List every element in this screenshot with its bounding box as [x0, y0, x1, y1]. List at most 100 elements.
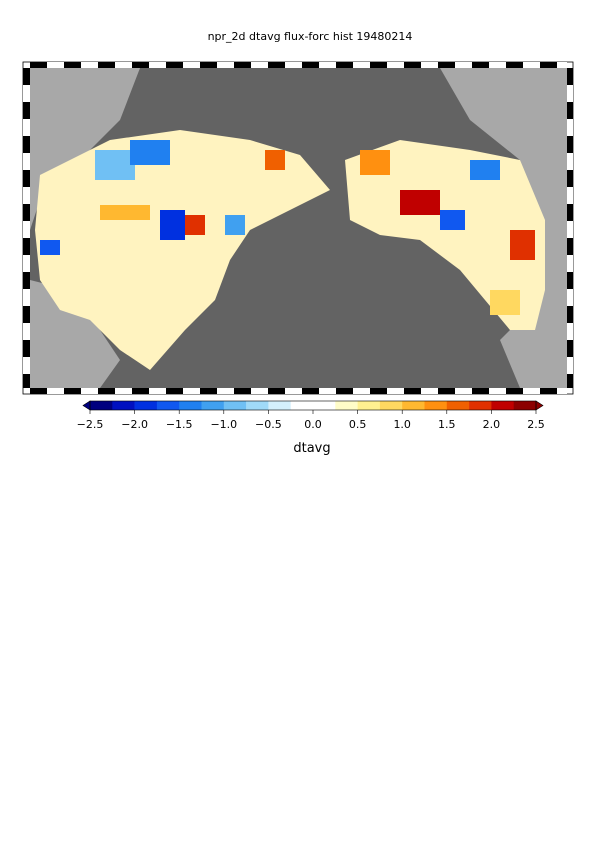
frame-tick — [370, 62, 387, 68]
frame-tick — [387, 62, 404, 68]
frame-tick — [567, 255, 573, 272]
colorbar-bin — [424, 401, 448, 410]
frame-tick — [421, 62, 438, 68]
frame-tick — [23, 187, 30, 204]
frame-tick — [23, 323, 30, 340]
colorbar-bin — [112, 401, 135, 410]
colorbar-tick-label: 1.0 — [393, 418, 411, 431]
map — [22, 61, 574, 395]
frame-tick — [489, 388, 506, 394]
frame-tick — [557, 388, 567, 394]
frame-tick — [23, 272, 30, 289]
frame-tick — [567, 136, 573, 153]
frame-ticks — [23, 62, 573, 394]
frame-tick — [23, 221, 30, 238]
frame-tick — [183, 62, 200, 68]
frame-tick — [23, 119, 30, 136]
frame-tick — [23, 255, 30, 272]
frame-tick — [166, 388, 183, 394]
frame-tick — [268, 62, 285, 68]
frame-tick — [200, 388, 217, 394]
frame-tick — [567, 340, 573, 357]
frame-tick — [567, 153, 573, 170]
frame-tick — [567, 374, 573, 388]
colorbar-label: dtavg — [293, 441, 330, 456]
frame-tick — [149, 388, 166, 394]
frame-tick — [567, 323, 573, 340]
frame-tick — [285, 62, 302, 68]
colorbar-bin — [335, 401, 358, 410]
frame-tick — [567, 119, 573, 136]
frame-tick — [285, 388, 302, 394]
frame-tick — [30, 388, 47, 394]
colorbar-bin — [201, 401, 225, 410]
frame-tick — [523, 388, 540, 394]
colorbar-bin — [90, 401, 113, 410]
frame-tick — [23, 85, 30, 102]
frame-tick — [353, 62, 370, 68]
colorbar-bin — [379, 401, 403, 410]
frame-tick — [251, 62, 268, 68]
colorbar-tick-label: 2.0 — [483, 418, 501, 431]
frame-tick — [47, 388, 64, 394]
frame-tick — [506, 388, 523, 394]
frame-tick — [251, 388, 268, 394]
frame-tick — [567, 272, 573, 289]
frame-tick — [23, 238, 30, 255]
frame-tick — [557, 62, 567, 68]
frame-tick — [23, 102, 30, 119]
colorbar-tick-label: −1.0 — [210, 418, 237, 431]
frame-tick — [81, 62, 98, 68]
frame-tick — [234, 388, 251, 394]
frame-tick — [438, 388, 455, 394]
colorbar-bin — [246, 401, 269, 410]
frame-tick — [567, 102, 573, 119]
frame-tick — [217, 388, 234, 394]
frame-tick — [115, 388, 132, 394]
frame-tick — [540, 62, 557, 68]
frame-tick — [302, 388, 319, 394]
frame-tick — [567, 306, 573, 323]
frame-tick — [132, 62, 149, 68]
frame-tick — [268, 388, 285, 394]
colorbar-tick-label: −0.5 — [255, 418, 282, 431]
colorbar-arrow — [535, 400, 544, 411]
frame-tick — [64, 388, 81, 394]
colorbar-bin — [491, 401, 514, 410]
frame-tick — [567, 289, 573, 306]
frame-tick — [540, 388, 557, 394]
frame-tick — [183, 388, 200, 394]
frame-tick — [23, 306, 30, 323]
colorbar-bin — [268, 401, 291, 410]
colorbar-tick-label: 0.0 — [304, 418, 322, 431]
colorbar-bin — [469, 401, 492, 410]
colorbar-bin — [357, 401, 381, 410]
frame-tick — [23, 153, 30, 170]
frame-tick — [23, 357, 30, 374]
frame-tick — [319, 62, 336, 68]
colorbar-tick-label: −2.0 — [121, 418, 148, 431]
frame-tick — [132, 388, 149, 394]
frame-tick — [567, 187, 573, 204]
frame-tick — [472, 388, 489, 394]
frame-tick — [64, 62, 81, 68]
frame-tick — [387, 388, 404, 394]
frame-tick — [23, 374, 30, 388]
frame-tick — [217, 62, 234, 68]
frame-tick — [404, 62, 421, 68]
colorbar-bin — [134, 401, 158, 410]
colorbar-tick-label: −1.5 — [166, 418, 193, 431]
frame-tick — [489, 62, 506, 68]
frame-tick — [336, 62, 353, 68]
colorbar-bin — [313, 401, 336, 410]
frame-tick — [421, 388, 438, 394]
frame-tick — [438, 62, 455, 68]
colorbar-bin — [446, 401, 470, 410]
frame-tick — [370, 388, 387, 394]
frame-tick — [166, 62, 183, 68]
colorbar-bin — [290, 401, 314, 410]
frame-tick — [336, 388, 353, 394]
frame-tick — [567, 204, 573, 221]
frame-tick — [30, 62, 47, 68]
